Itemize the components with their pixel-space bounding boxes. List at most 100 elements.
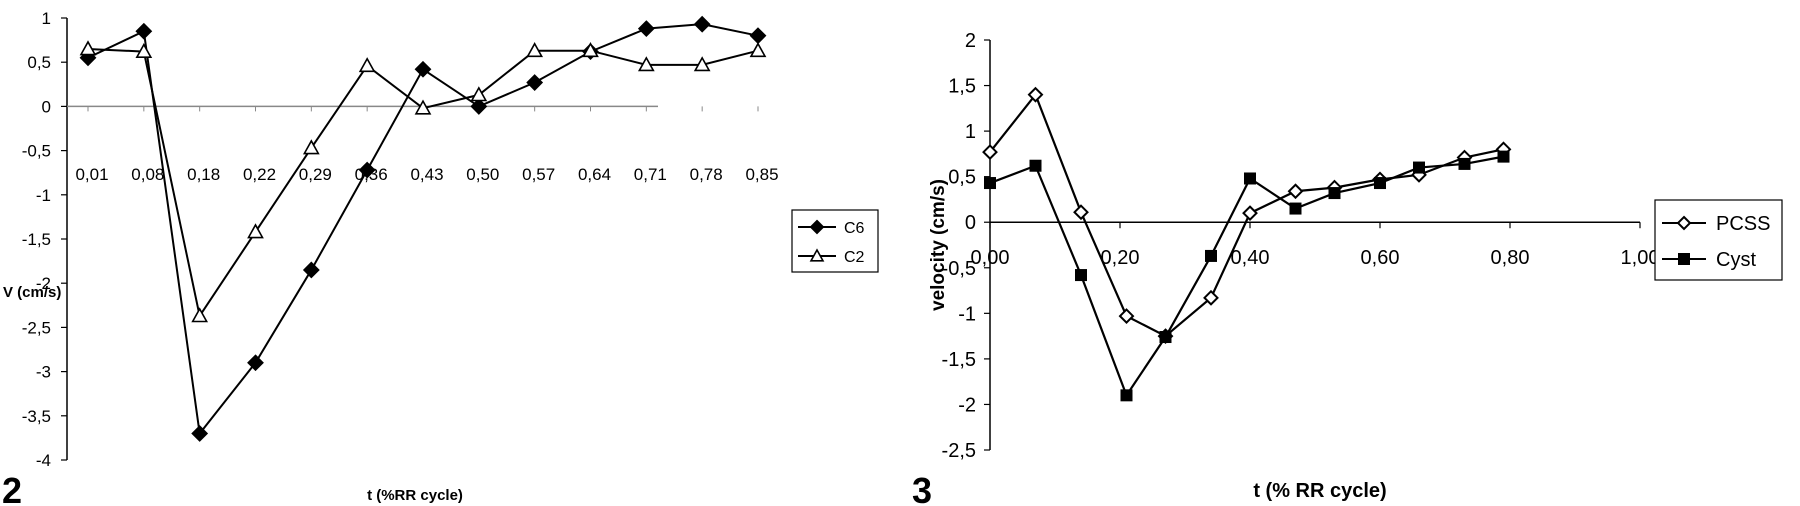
data-point-c6 [247, 354, 264, 372]
y-tick-label: -1 [958, 303, 976, 325]
data-point-c2 [582, 42, 599, 58]
legend-label-cyst: Cyst [1716, 249, 1756, 271]
x-tick-label: 0,50 [466, 165, 499, 184]
data-point-pcss [1027, 86, 1044, 103]
data-point-pcss [1242, 205, 1258, 222]
y-tick-label: -0,5 [22, 142, 51, 161]
y-tick-label: 1,5 [948, 76, 976, 98]
data-point-cyst [1374, 177, 1386, 190]
data-point-pcss [982, 144, 998, 160]
data-point-pcss [1203, 289, 1219, 306]
y-tick-label: 0,5 [948, 167, 976, 189]
chart-3: 2 1,5 1 0,5 0 -0,5 -1 -1,5 -2 -2,5 0,00 0,20 0,40 0,6… [912, 30, 1783, 506]
data-point-c6 [470, 97, 488, 115]
data-point-c2 [247, 223, 264, 239]
y-tick-label: -2,5 [22, 318, 51, 337]
panel-label: 3 [912, 470, 932, 506]
data-point-cyst [1328, 187, 1341, 200]
data-point-c2 [302, 139, 320, 155]
panel-label: 2 [2, 470, 22, 506]
data-point-c2 [414, 99, 432, 115]
x-tick-label: 0,85 [745, 165, 778, 184]
y-tick-label: -1,5 [942, 349, 976, 371]
data-point-c6 [693, 15, 711, 33]
legend: PCSS Cyst [1654, 199, 1783, 281]
x-tick-label: 0,40 [1231, 247, 1270, 269]
y-tick-label: -2,5 [942, 440, 976, 462]
data-point-c6 [749, 27, 767, 45]
legend-box [1654, 199, 1783, 281]
y-tick-label: 0 [42, 97, 51, 116]
legend-marker-c2 [809, 248, 825, 262]
data-point-c2 [693, 56, 711, 72]
data-point-c6 [414, 60, 432, 78]
x-tick-label: 0,20 [1101, 247, 1140, 269]
x-tick-label: 0,57 [522, 165, 555, 184]
x-axis-label: t (%RR cycle) [367, 487, 463, 504]
legend-label-c6: C6 [844, 220, 865, 237]
y-tick-label: -3 [36, 363, 51, 382]
x-tick-label: 0,08 [131, 165, 164, 184]
data-point-cyst [1413, 161, 1425, 174]
data-point-cyst [1458, 157, 1471, 170]
y-tick-label: 2 [965, 30, 976, 52]
data-point-c2 [526, 42, 544, 58]
data-point-cyst [1029, 159, 1042, 172]
data-point-c2 [79, 40, 97, 56]
data-point-c2 [470, 86, 488, 102]
data-point-cyst [1289, 202, 1302, 215]
x-tick-label: 0,78 [690, 165, 723, 184]
chart-2: 10,50-0,5-1-1,5-2-2,5-3-3,5-40,01 0,08 0,1… [2, 9, 879, 506]
data-point-cyst [1159, 331, 1172, 344]
data-point-c2 [191, 307, 209, 323]
data-point-c6 [358, 161, 376, 179]
data-point-cyst [1244, 172, 1256, 185]
data-point-c6 [191, 425, 209, 442]
y-tick-label: 1 [965, 121, 976, 143]
x-tick-label: 0,60 [1361, 247, 1400, 269]
data-point-pcss [1073, 204, 1089, 221]
legend-marker-pcss [1676, 215, 1692, 231]
data-point-cyst [984, 177, 996, 190]
y-tick-label: 0,5 [27, 53, 51, 72]
y-tick-label: -1,5 [22, 230, 51, 249]
x-tick-label: 0,71 [634, 165, 667, 184]
data-point-c6 [302, 261, 320, 279]
series-line-c6 [87, 23, 759, 436]
x-tick-label: 0,43 [410, 165, 443, 184]
x-tick-label: 1,00 [1621, 247, 1660, 269]
x-tick-label: 0,01 [75, 165, 108, 184]
data-point-c2 [749, 42, 767, 58]
data-point-cyst [1497, 150, 1510, 163]
data-point-c2 [135, 42, 153, 58]
y-axis-label: velocity (cm/s) [928, 179, 949, 311]
y-tick-label: 0 [965, 212, 976, 234]
y-tick-label: -1 [36, 186, 51, 205]
data-point-c6 [135, 22, 153, 40]
x-tick-label: 0,00 [971, 247, 1010, 269]
data-point-c2 [358, 57, 376, 73]
y-axis-label: V (cm/s) [3, 284, 61, 301]
y-tick-label: -0,5 [942, 258, 976, 280]
y-tick-label: -4 [36, 451, 51, 470]
y-tick-label: -2 [36, 274, 51, 293]
legend: C6 C2 [791, 209, 879, 273]
x-tick-label: 0,80 [1491, 247, 1530, 269]
legend-box [791, 209, 879, 273]
y-tick-label: -2 [958, 394, 976, 416]
y-tick-label: -3,5 [22, 407, 51, 426]
x-tick-label: 0,29 [299, 165, 332, 184]
data-point-c6 [526, 74, 544, 91]
data-point-cyst [1075, 269, 1087, 282]
data-point-c6 [637, 20, 655, 38]
data-point-cyst [1120, 389, 1133, 402]
y-tick-label: 1 [42, 9, 51, 28]
legend-marker-cyst [1678, 253, 1690, 265]
legend-marker-c6 [809, 219, 825, 235]
legend-label-c2: C2 [844, 249, 865, 266]
data-point-pcss [1287, 183, 1304, 200]
x-tick-label: 0,64 [578, 165, 611, 184]
data-point-cyst [1205, 249, 1217, 262]
legend-label-pcss: PCSS [1716, 213, 1770, 235]
